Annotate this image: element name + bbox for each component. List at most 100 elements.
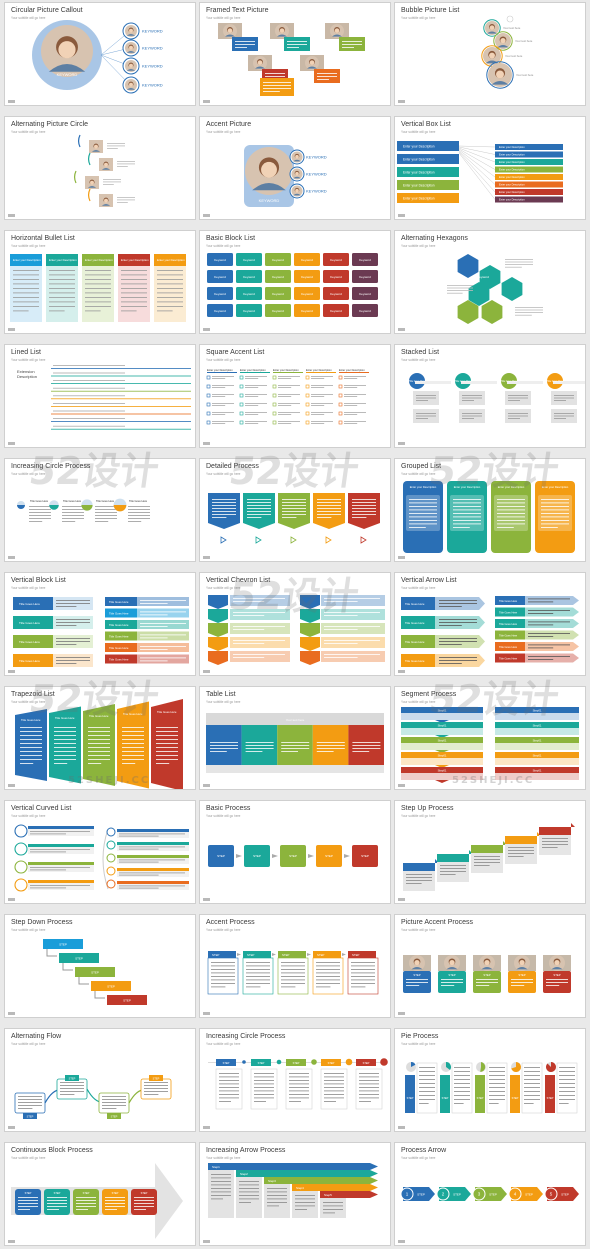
- text-line: [54, 747, 76, 748]
- title-label: Title Goes Here: [405, 659, 425, 663]
- text-line: [29, 506, 51, 507]
- text-line: [440, 871, 466, 872]
- text-line: [278, 376, 300, 377]
- slide-thumbnail[interactable]: Title Goes Here Title Goes Here Title Goes…: [4, 458, 196, 562]
- slide-thumbnail[interactable]: Title Goes Here Title Goes Here Title Goes…: [4, 686, 196, 790]
- text-line: [559, 1083, 575, 1084]
- text-line: [542, 844, 568, 845]
- step-label: STEP: [258, 1061, 265, 1065]
- slide-thumbnail[interactable]: Detailed Process Your subtitle will go he…: [199, 458, 391, 562]
- slide-thumbnail[interactable]: STEP STEP STEP STEP Alternating Flow Your sub…: [4, 1028, 196, 1132]
- slide-thumbnail[interactable]: Step1 Step2 Step3 Step4 Step5 Increasing Arro…: [199, 1142, 391, 1246]
- slide-thumbnail[interactable]: Extension Description Lined List Your subti…: [4, 344, 196, 448]
- slide-thumbnail[interactable]: 1 STEP 2 STEP 3 STEP 4 STEP 5 STEP Process Arrow Yo…: [394, 1142, 586, 1246]
- title-label: Title Goes Here: [499, 634, 518, 638]
- text-line: [76, 1197, 96, 1198]
- slide-thumbnail[interactable]: Vertical Curved List Your subtitle will g…: [4, 800, 196, 904]
- slide-thumbnail[interactable]: STEP STEP STEP STEP STEP Continuous Block Pro…: [4, 1142, 196, 1246]
- text-line: [233, 657, 265, 658]
- slide-thumbnail[interactable]: Enter your Description Enter your Descrip…: [199, 344, 391, 448]
- play-marker: [360, 536, 367, 544]
- slide-thumbnail[interactable]: Title Goes Here Title Goes Here Title Goes…: [394, 344, 586, 448]
- photo-face: [129, 63, 133, 68]
- text-line: [211, 1184, 231, 1186]
- hexagon: [457, 254, 479, 278]
- text-line: [324, 626, 380, 627]
- slide-thumbnail[interactable]: Framed Text Picture Your subtitle will go…: [199, 2, 391, 106]
- title-label: Title Goes Here: [19, 602, 40, 606]
- text-line: [541, 509, 569, 511]
- text-line: [212, 403, 234, 404]
- slide-thumbnail[interactable]: KEYWORD KEYWORD KEYWORD KEYWORD Accent Pictu…: [199, 116, 391, 220]
- text-line: [439, 619, 477, 620]
- keyword-label: Keyword: [301, 292, 313, 296]
- text-line: [316, 972, 340, 974]
- pie-slice: [546, 1062, 556, 1072]
- slide-subtitle: Your subtitle will go here: [401, 244, 436, 248]
- text-line: [474, 862, 500, 863]
- slide-thumbnail[interactable]: Alternating Picture Circle Your subtitle …: [4, 116, 196, 220]
- text-line: [211, 986, 226, 988]
- text-line: [254, 1101, 266, 1102]
- slide-thumbnail[interactable]: Enter your Description Enter your Descrip…: [4, 230, 196, 334]
- slide-thumbnail[interactable]: Title Goes Here Title Goes Here Title Goes…: [394, 572, 586, 676]
- text-line: [76, 1200, 96, 1201]
- slide-thumbnail[interactable]: STEP STEP STEP STEP STEP Step Down Process You…: [4, 914, 196, 1018]
- segment-label: Step01: [438, 724, 447, 728]
- slide-thumbnail[interactable]: KEYWORD KEYWORD KEYWORD KEYWORD KEYWORD Circu…: [4, 2, 196, 106]
- slide-thumbnail[interactable]: STEP STEP STEP STEP STEP Pie Process Your subt…: [394, 1028, 586, 1132]
- text-line: [212, 394, 234, 395]
- segment-label: Step01: [438, 754, 447, 758]
- keyword-label: Keyword: [272, 309, 284, 313]
- text-line: [546, 985, 560, 986]
- text-line: [18, 1206, 38, 1207]
- segment-label: Step01: [438, 709, 447, 713]
- step-header: [437, 854, 469, 862]
- text-line: [156, 739, 178, 740]
- text-line: [489, 1075, 505, 1076]
- keyword-block: [352, 304, 378, 317]
- description-box: [397, 154, 459, 164]
- page-number-tab: [8, 1240, 15, 1243]
- slide-thumbnail[interactable]: Keyword Keyword Keyword Keyword Keyword Keywo…: [199, 230, 391, 334]
- text-line: [528, 636, 554, 637]
- step-label: STEP: [352, 953, 359, 957]
- slide-thumbnail[interactable]: Your text here Your text here Your text he…: [394, 2, 586, 106]
- text-line: [212, 412, 234, 413]
- trapezoid-block: [151, 699, 183, 789]
- slide-thumbnail[interactable]: Vertical Chevron List Your subtitle will …: [199, 572, 391, 676]
- square-bullet: [272, 402, 277, 407]
- square-bullet: [272, 375, 277, 380]
- slide-thumbnail[interactable]: Your text here Table List Your subtitle wi…: [199, 686, 391, 790]
- slide-thumbnail[interactable]: Title Goes Here Title Goes Here Title Goes…: [4, 572, 196, 676]
- text-line: [62, 509, 84, 510]
- slide-thumbnail[interactable]: STEP STEP STEP STEP STEP Picture Accent Proce…: [394, 914, 586, 1018]
- text-line: [212, 387, 226, 388]
- text-line: [324, 640, 380, 641]
- text-line: [62, 521, 76, 522]
- text-line: [505, 266, 522, 268]
- slide-thumbnail[interactable]: STEP STEP STEP STEP STEP Accent Process Your s…: [199, 914, 391, 1018]
- slide-thumbnail[interactable]: Enter your Description Enter your Descrip…: [394, 116, 586, 220]
- text-line: [95, 515, 117, 516]
- text-line: [85, 279, 111, 280]
- slide-thumbnail[interactable]: Step Up Process Your subtitle will go her…: [394, 800, 586, 904]
- text-line: [246, 986, 261, 988]
- arrow-connector: [272, 854, 278, 858]
- text-line: [528, 633, 570, 634]
- photo-face: [129, 82, 133, 87]
- text-line: [409, 513, 437, 514]
- step-label: STEP: [223, 1061, 230, 1065]
- slide-thumbnail[interactable]: Step01 Step01 Step01 Step01 Step01 Step01 Step…: [394, 686, 586, 790]
- slide-thumbnail[interactable]: Enter your Description Enter your Descrip…: [394, 458, 586, 562]
- slide-thumbnail[interactable]: STEP STEP STEP STEP STEP Increasing Circle Pr…: [199, 1028, 391, 1132]
- step-label: STEP: [54, 1191, 61, 1195]
- slide-thumbnail[interactable]: STEP STEP STEP STEP STEP Basic Process Your su…: [199, 800, 391, 904]
- text-line: [156, 763, 170, 764]
- text-line: [524, 1095, 540, 1096]
- slide-thumbnail[interactable]: Keyword Alternating Hexagons Your subtitle…: [394, 230, 586, 334]
- description-bar: [495, 144, 563, 150]
- photo-face: [334, 28, 340, 33]
- chevron: [208, 623, 228, 637]
- text-line: [453, 509, 481, 511]
